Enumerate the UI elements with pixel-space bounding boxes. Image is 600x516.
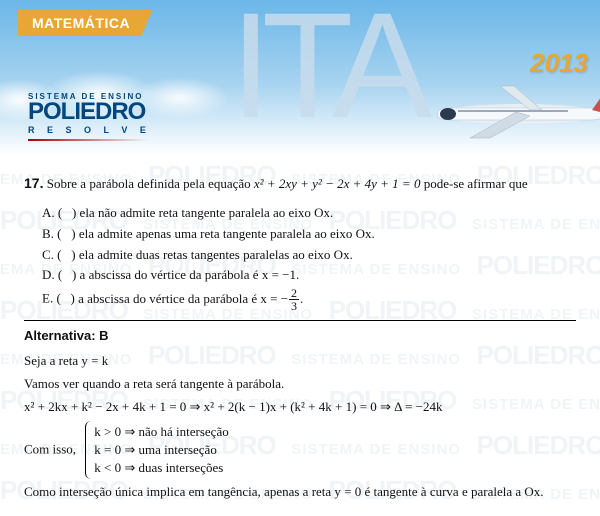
solution-block: Seja a reta y = k Vamos ver quando a ret… [24,352,576,502]
option-b: B. ( ) ela admite apenas uma reta tangen… [42,225,576,244]
option-c: C. ( ) ela admite duas retas tangentes p… [42,246,576,265]
divider [24,320,576,321]
case-1: k > 0 ⇒ não há interseção [94,423,228,441]
answer-label: Alternativa: B [24,327,576,346]
option-d: D. ( ) a abscissa do vértice da parábola… [42,266,576,285]
cases-label: Com isso, [24,441,76,456]
stem-equation: x² + 2xy + y² − 2x + 4y + 1 = 0 [254,176,421,191]
cases-bracket: k > 0 ⇒ não há interseção k = 0 ⇒ uma in… [85,421,228,480]
stem-pre: Sobre a parábola definida pela equação [47,176,254,191]
brand-resolve: R E S O L V E [28,125,151,135]
solution-equation: x² + 2kx + k² − 2x + 4k + 1 = 0 ⇒ x² + 2… [24,398,576,417]
brand-name: POLIEDRO [28,101,151,123]
options-list: A. ( ) ela não admite reta tangente para… [42,204,576,312]
solution-cases: Com isso, k > 0 ⇒ não há interseção k = … [24,421,576,480]
question-content: 17. Sobre a parábola definida pela equaç… [0,155,600,516]
question-number: 17. [24,175,43,191]
brand-block: SISTEMA DE ENSINO POLIEDRO R E S O L V E [28,92,151,141]
question-stem: 17. Sobre a parábola definida pela equaç… [24,173,576,194]
subject-tab: MATEMÁTICA [18,10,152,36]
airplane-icon [400,80,600,140]
header-banner: MATEMÁTICA ITA 2013 SISTEMA DE ENSINO PO… [0,0,600,155]
exam-year: 2013 [530,48,588,79]
case-3: k < 0 ⇒ duas interseções [94,459,228,477]
brand-underline [28,139,148,141]
exam-title: ITA [230,0,422,140]
option-e: E. ( ) a abscissa do vértice da parábola… [42,287,576,312]
stem-post: pode-se afirmar que [424,176,528,191]
case-2: k = 0 ⇒ uma interseção [94,441,228,459]
option-a: A. ( ) ela não admite reta tangente para… [42,204,576,223]
solution-line-2: Vamos ver quando a reta será tangente à … [24,375,576,394]
solution-line-1: Seja a reta y = k [24,352,576,371]
solution-conclusion: Como interseção única implica em tangênc… [24,483,576,502]
